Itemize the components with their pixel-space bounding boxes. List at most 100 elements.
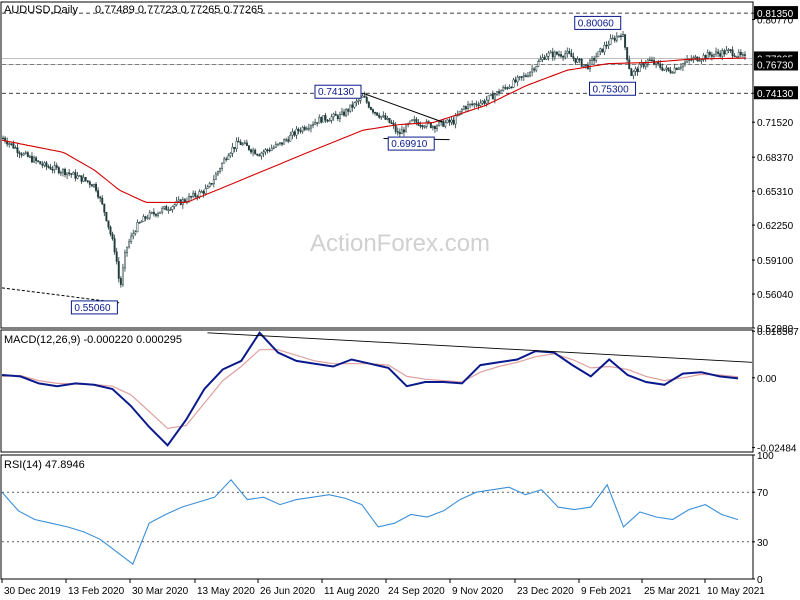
candle-body: [101, 197, 104, 205]
candle-body: [70, 173, 73, 175]
time-tick-label: 13 Feb 2020: [68, 586, 125, 597]
time-tick-label: 26 Jun 2020: [260, 586, 315, 597]
candle-body: [264, 149, 267, 153]
candle-body: [278, 142, 281, 145]
candle-body: [221, 162, 224, 169]
candle-body: [715, 51, 718, 55]
time-tick-label: 9 Feb 2021: [581, 586, 632, 597]
annotation-label: 0.80060: [578, 18, 615, 29]
annotation-label: 0.69910: [391, 139, 428, 150]
candle-body: [471, 103, 474, 106]
candle-body: [266, 149, 269, 151]
candle-body: [72, 172, 75, 175]
time-tick-label: 25 Mar 2021: [644, 586, 701, 597]
candle-body: [365, 97, 368, 103]
candle-body: [252, 149, 255, 153]
candle-body: [553, 51, 556, 58]
candle-body: [90, 184, 93, 187]
candle-body: [665, 67, 668, 70]
candle-body: [28, 156, 31, 158]
candle-body: [588, 60, 591, 70]
candle-body: [495, 91, 498, 96]
time-tick-label: 23 Dec 2020: [517, 586, 574, 597]
candle-body: [345, 109, 348, 116]
candle-body: [328, 120, 331, 122]
candle-body: [204, 188, 207, 194]
candle-body: [593, 58, 596, 61]
candle-body: [673, 67, 676, 73]
candle-body: [508, 86, 511, 89]
candle-body: [194, 192, 197, 197]
price-pane-frame: [0, 1, 754, 329]
candle-body: [442, 120, 445, 127]
candle-body: [332, 113, 335, 118]
candle-body: [196, 196, 199, 198]
candle-body: [376, 112, 379, 116]
price-tick-label: 0.56040: [757, 290, 794, 301]
candle-body: [270, 148, 273, 151]
candle-body: [8, 143, 11, 145]
candle-body: [324, 115, 327, 121]
candle-body: [700, 59, 703, 61]
candle-body: [152, 211, 155, 215]
candle-body: [679, 66, 682, 69]
candle-body: [481, 100, 484, 104]
candle-body: [254, 149, 257, 155]
candle-body: [436, 125, 439, 129]
candle-body: [229, 152, 232, 157]
candle-body: [247, 145, 250, 150]
candle-body: [415, 119, 418, 123]
candle-body: [57, 167, 60, 174]
time-tick-label: 9 Nov 2020: [452, 586, 504, 597]
candle-body: [710, 54, 713, 57]
candle-body: [659, 63, 662, 68]
candle-body: [88, 181, 91, 185]
candle-body: [37, 160, 40, 163]
candle-body: [200, 191, 203, 193]
candle-body: [225, 158, 228, 161]
price-candles: [2, 31, 746, 288]
candle-body: [545, 56, 548, 60]
candle-body: [640, 63, 643, 65]
price-tick-label: 0.80770: [757, 16, 794, 27]
candle-body: [192, 192, 195, 197]
candle-body: [66, 172, 69, 176]
candle-body: [402, 129, 405, 133]
candle-body: [299, 130, 302, 133]
candle-body: [669, 70, 672, 73]
candle-body: [413, 119, 416, 121]
candle-body: [500, 90, 503, 94]
candle-body: [479, 102, 482, 106]
candle-body: [723, 50, 726, 55]
candle-body: [47, 166, 50, 168]
candle-body: [630, 68, 633, 76]
candle-body: [543, 57, 546, 60]
candle-body: [43, 162, 46, 166]
candle-body: [605, 44, 608, 47]
candle-body: [163, 206, 166, 209]
candle-body: [661, 67, 664, 71]
rsi-line: [1, 478, 739, 565]
candle-body: [562, 56, 565, 58]
candle-body: [510, 86, 513, 89]
level-price-tag-label: 0.74130: [757, 89, 794, 100]
candle-body: [303, 126, 306, 130]
candle-body: [115, 251, 118, 262]
time-tick-label: 30 Mar 2020: [132, 586, 189, 597]
candle-body: [140, 221, 143, 223]
candle-body: [400, 129, 403, 135]
macd-pane: MACD(12,26,9) -0.000220 0.000295: [0, 329, 754, 453]
candle-body: [258, 154, 261, 157]
candle-body: [506, 87, 509, 89]
candle-body: [68, 172, 71, 175]
candle-body: [717, 51, 720, 54]
candle-body: [650, 59, 653, 62]
candle-body: [421, 125, 424, 128]
candle-body: [20, 153, 23, 156]
candle-body: [322, 115, 325, 123]
candle-body: [454, 115, 457, 125]
macd-pane-frame: [0, 329, 754, 453]
candle-body: [638, 64, 641, 73]
candle-body: [301, 126, 304, 132]
macd-title: MACD(12,26,9) -0.000220 0.000295: [4, 334, 182, 346]
